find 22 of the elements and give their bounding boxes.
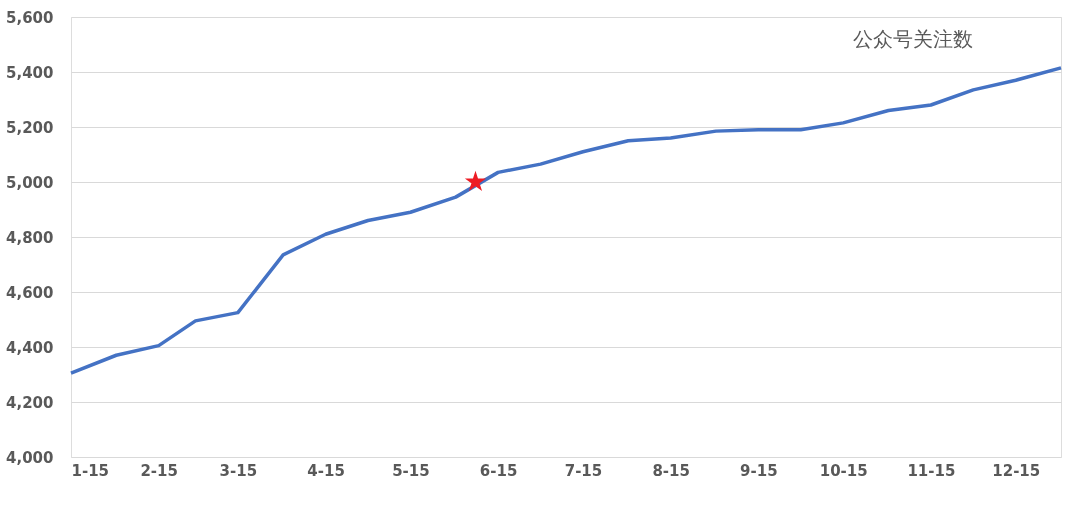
x-tick-label: 10-15 bbox=[819, 461, 868, 480]
text: 公众号关注数 bbox=[852, 27, 973, 51]
x-tick-label: 9-15 bbox=[740, 461, 778, 480]
x-tick-label: 5-15 bbox=[392, 461, 430, 480]
x-tick-label: 8-15 bbox=[652, 461, 690, 480]
y-tick-label: 4,000 bbox=[6, 448, 54, 467]
x-tick-label: 12-15 bbox=[992, 461, 1041, 480]
y-tick-label: 4,200 bbox=[6, 393, 54, 412]
x-tick-label: 1-15 bbox=[71, 461, 110, 480]
x-tick-label: 7-15 bbox=[564, 461, 603, 480]
y-tick-label: 4,800 bbox=[6, 228, 54, 247]
x-tick-label: 2-15 bbox=[140, 461, 178, 480]
x-tick-label: 11-15 bbox=[907, 461, 956, 480]
x-tick-label: 3-15 bbox=[219, 461, 258, 480]
y-tick-label: 5,600 bbox=[6, 8, 54, 27]
y-tick-label: 5,200 bbox=[6, 118, 54, 137]
y-tick-label: 5,000 bbox=[6, 173, 54, 192]
x-tick-label: 4-15 bbox=[307, 461, 345, 480]
x-tick-label: 6-15 bbox=[479, 461, 518, 480]
y-tick-label: 5,400 bbox=[6, 63, 54, 82]
y-tick-label: 4,600 bbox=[6, 283, 54, 302]
y-tick-label: 4,400 bbox=[6, 338, 54, 357]
